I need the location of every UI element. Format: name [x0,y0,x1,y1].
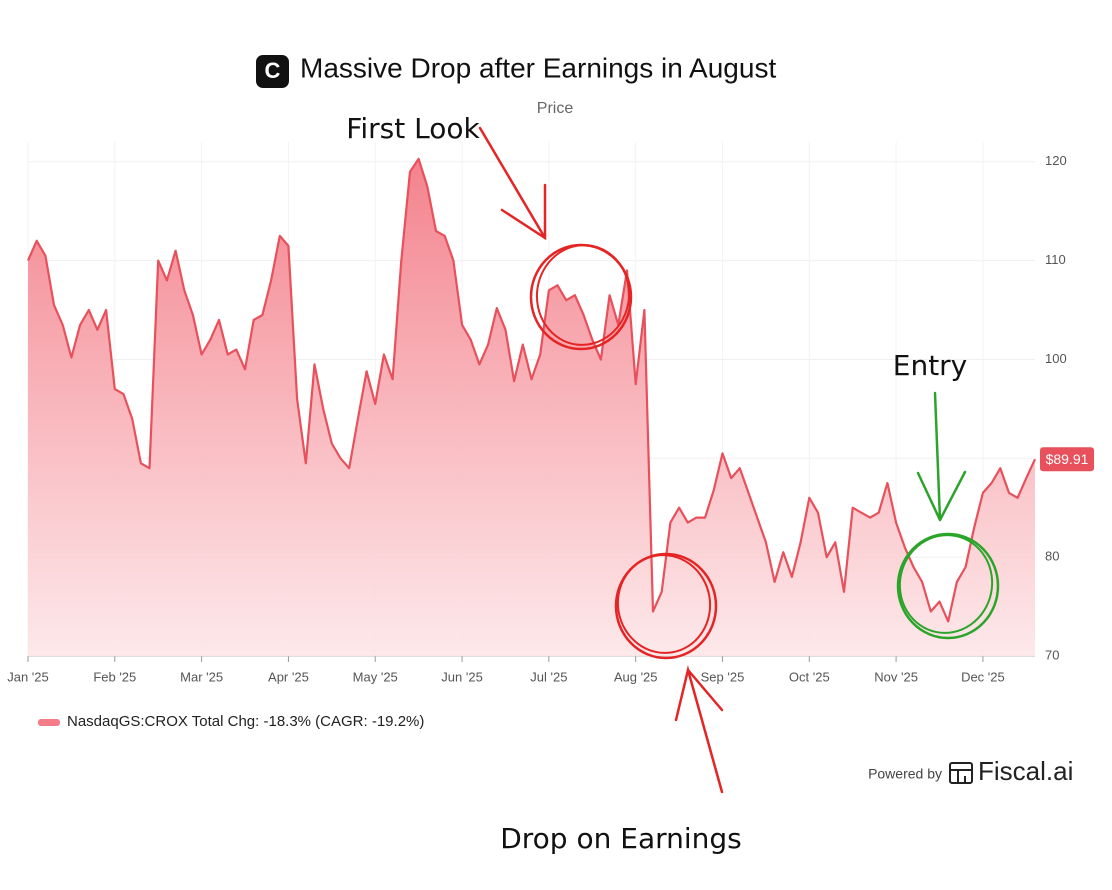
brand-icon [949,762,973,784]
x-tick-label: Nov '25 [874,669,918,684]
footer-brand: Fiscal.ai [978,756,1073,786]
x-tick-label: May '25 [353,669,398,684]
y-tick-label: 120 [1045,153,1067,168]
circle [616,554,712,654]
arrow [478,126,547,241]
chart-title: Massive Drop after Earnings in August [300,52,776,83]
circle [614,552,718,660]
x-tick-label: Jan '25 [7,669,49,684]
y-tick-label: 70 [1045,647,1059,662]
logo-box [256,55,289,88]
value-label: $89.91 [1046,451,1089,467]
legend-label: NasdaqGS:CROX Total Chg: -18.3% (CAGR: -… [67,713,424,730]
value-label-box [1040,447,1094,472]
x-tick-label: Aug '25 [614,669,658,684]
subtitle: Price [537,100,574,117]
y-tick-label: 100 [1045,351,1067,366]
x-tick-label: Apr '25 [268,669,309,684]
y-tick-label: 110 [1045,252,1066,267]
x-tick-label: Oct '25 [789,669,830,684]
circle [898,534,994,634]
circle [535,244,631,346]
x-tick-label: Dec '25 [961,669,1005,684]
annotation: Entry [893,349,968,382]
logo: C [265,58,281,83]
footer-prefix: Powered by [868,766,942,782]
annotation: Drop on Earnings [500,822,742,855]
arrow [674,665,724,794]
x-tick-label: Jun '25 [441,669,483,684]
legend-swatch [38,719,60,726]
x-tick-label: Jul '25 [530,669,567,684]
area [28,158,1035,657]
x-tick-label: Feb '25 [93,669,136,684]
y-tick-label: 80 [1045,549,1059,564]
circle [896,532,1000,640]
annotation-marks [478,126,1000,794]
annotation: First Look [346,112,480,145]
arrow [916,391,967,522]
line [26,157,1036,623]
x-tick-label: Mar '25 [180,669,223,684]
x-tick-label: Sep '25 [701,669,745,684]
